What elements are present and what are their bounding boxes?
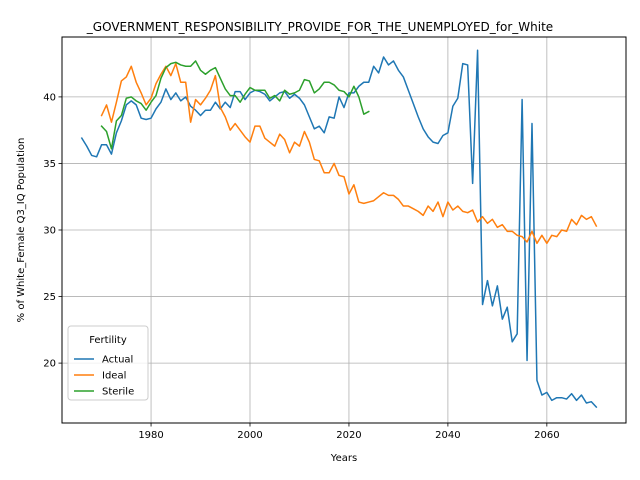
legend-label-ideal: Ideal (102, 371, 126, 382)
y-tick-label: 20 (43, 359, 56, 370)
chart-title: _GOVERNMENT_RESPONSIBILITY_PROVIDE_FOR_T… (86, 20, 553, 34)
x-tick-label: 2020 (336, 430, 361, 441)
legend: Fertility Actual Ideal Sterile (67, 325, 149, 401)
y-tick-label: 35 (43, 159, 56, 170)
x-tick-label: 1980 (138, 430, 163, 441)
x-tick-label: 2000 (237, 430, 262, 441)
y-tick-label: 40 (43, 92, 56, 103)
legend-entries: Actual Ideal Sterile (74, 355, 134, 398)
series-line-actual (80, 49, 598, 409)
legend-title: Fertility (89, 335, 127, 346)
y-tick-label: 30 (43, 226, 56, 237)
series-lines (80, 49, 598, 409)
grid-lines (62, 37, 626, 423)
x-axis-label: Years (330, 453, 357, 464)
x-tick-label: 2040 (435, 430, 460, 441)
legend-box (67, 325, 149, 401)
y-axis-label: % of White_Female Q3_IQ Population (16, 138, 27, 323)
x-tick-label: 2060 (534, 430, 559, 441)
series-line-ideal (100, 62, 598, 245)
axis-ticks: 1980 2000 2020 2040 2060 20 25 30 35 40 (43, 92, 559, 441)
series-line-sterile (100, 60, 370, 150)
legend-label-sterile: Sterile (102, 387, 134, 398)
y-tick-label: 25 (43, 292, 56, 303)
legend-label-actual: Actual (102, 355, 133, 366)
